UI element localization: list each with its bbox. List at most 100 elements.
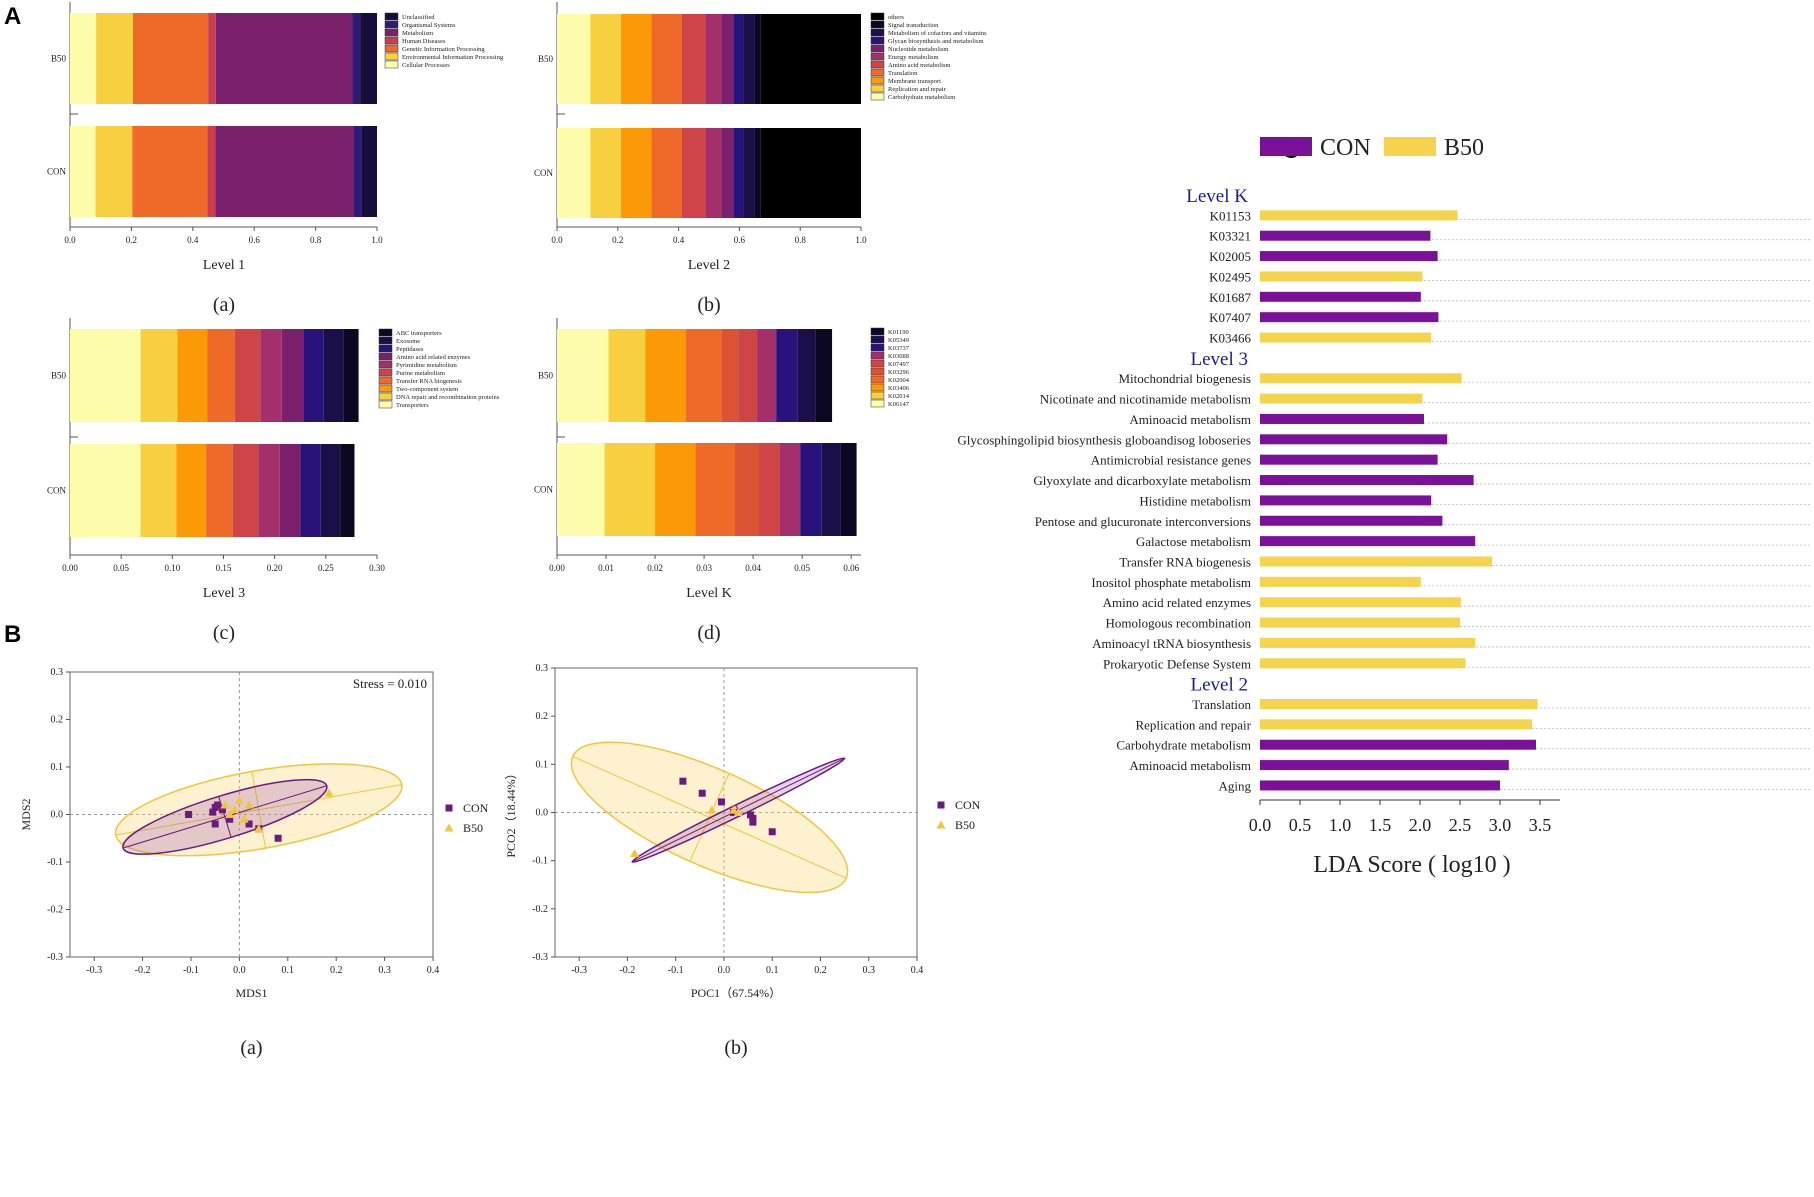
lda-bar-k07407 <box>1260 312 1439 323</box>
bar-segment-b50-energy-metabolism <box>705 14 722 104</box>
bar-segment-b50-organismal-systems <box>352 13 361 104</box>
subpanel-label: (a) <box>240 1037 262 1059</box>
x-tick-label: 0.4 <box>427 965 440 976</box>
x-tick-label: 1.0 <box>855 235 867 245</box>
panel-label-b: B <box>4 621 21 648</box>
x-tick-label: 0.20 <box>267 563 283 573</box>
x-tick-label: -0.1 <box>183 965 199 976</box>
y-tick-label: 0.2 <box>51 715 64 726</box>
legend-swatch <box>870 399 885 408</box>
legend-label: Exosome <box>396 338 420 345</box>
legend-label: Signal transduction <box>888 22 939 29</box>
bar-segment-b50-membrane-transport <box>620 14 652 104</box>
point-con <box>698 789 706 797</box>
bar-segment-b50-k03406 <box>645 329 686 422</box>
legend-swatch <box>384 12 399 21</box>
point-b50 <box>244 800 254 809</box>
bar-segment-b50-k03737 <box>776 329 798 422</box>
legend-label: Carbohydrate metabolism <box>888 94 955 101</box>
x-tick-label: 1.0 <box>1329 815 1352 835</box>
x-tick-label: 0.0 <box>551 235 563 245</box>
lda-bar-homologous-recombination <box>1260 617 1460 628</box>
bar-segment-b50-abc-transporters <box>343 329 359 422</box>
point-b50 <box>733 808 743 816</box>
legend-swatch <box>378 376 393 385</box>
legend-swatch <box>384 36 399 45</box>
legend-label: K07497 <box>888 361 910 368</box>
bar-label: Nicotinate and nicotinamide metabolism <box>1040 392 1251 407</box>
x-tick-label: 2.0 <box>1409 815 1432 835</box>
bar-label: Aminoacid metabolism <box>1129 758 1251 773</box>
x-tick-label: 0.5 <box>1289 815 1312 835</box>
bar-segment-b50-glycan-biosynthesis-and-metabolism <box>733 14 744 104</box>
legend-label: K01190 <box>888 329 909 336</box>
subpanel-label: (c) <box>213 622 235 644</box>
x-tick-label: 0.30 <box>369 563 385 573</box>
x-tick-label: 0.03 <box>696 563 712 573</box>
bar-segment-con-carbohydrate-metabolism <box>557 128 591 218</box>
chart-pcoa-scatter: -0.3 -0.2 -0.1 0.0 0.1 0.2 0.3 0.4 -0.3 -0.2 -0.1 0… <box>504 663 981 1059</box>
bar-label: Inositol phosphate metabolism <box>1091 575 1251 590</box>
point-con <box>274 834 282 842</box>
bar-segment-b50-k02014 <box>608 329 646 422</box>
bar-segment-con-k02004 <box>695 443 735 536</box>
legend-swatch <box>870 60 885 69</box>
legend-label: Membrane transport <box>888 78 941 85</box>
bar-segment-b50-pyrimidine-metabolism <box>260 329 282 422</box>
point-con <box>211 820 219 828</box>
ellipse-minor-axis <box>251 771 267 849</box>
bar-segment-b50-metabolism <box>215 13 353 104</box>
legend-swatch <box>870 44 885 53</box>
point-b50 <box>324 788 334 797</box>
legend-label: Amino acid metabolism <box>888 62 950 69</box>
legend-label: Genetic Information Processing <box>402 46 485 53</box>
legend-label: Transfer RNA biogenesis <box>396 378 462 385</box>
bar-segment-con-k03296 <box>734 443 760 536</box>
bar-label: Carbohydrate metabolism <box>1116 738 1251 753</box>
legend-label: B50 <box>463 821 483 835</box>
legend-swatch <box>384 52 399 61</box>
point-b50 <box>254 824 264 833</box>
lda-bar-k01687 <box>1260 291 1421 302</box>
legend-swatch <box>378 328 393 337</box>
bar-segment-b50-k03296 <box>721 329 739 422</box>
legend-swatch <box>384 44 399 53</box>
bar-segment-con-membrane-transport <box>620 128 652 218</box>
category-label: CON <box>47 167 67 177</box>
bar-label: Amino acid related enzymes <box>1103 595 1251 610</box>
bar-label: Transfer RNA biogenesis <box>1119 554 1251 569</box>
legend-label: B50 <box>1444 135 1484 161</box>
legend-label: Replication and repair <box>888 86 947 93</box>
x-tick-label: 0.0 <box>1249 815 1272 835</box>
lda-bar-k02005 <box>1260 251 1438 262</box>
bar-label: Translation <box>1192 697 1251 712</box>
x-axis-title: POC1（67.54%） <box>691 986 781 1000</box>
x-tick-label: -0.2 <box>619 965 635 976</box>
x-tick-label: 0.8 <box>795 235 807 245</box>
subpanel-label: (d) <box>697 622 720 644</box>
bar-segment-b50-human-diseases <box>208 13 216 104</box>
x-tick-label: 0.05 <box>794 563 810 573</box>
legend-label: Metabolism <box>402 30 433 37</box>
legend-label: Energy metabolism <box>888 54 939 61</box>
bar-segment-b50-signal-transduction <box>754 14 761 104</box>
point-con <box>214 801 222 809</box>
bar-label: Aging <box>1219 778 1252 793</box>
bar-segment-con-metabolism <box>215 126 354 217</box>
group-header: Level K <box>1186 186 1248 207</box>
x-tick-label: 1.5 <box>1369 815 1392 835</box>
x-tick-label: -0.1 <box>668 965 684 976</box>
legend-swatch <box>378 336 393 345</box>
category-label: CON <box>534 485 554 495</box>
bar-segment-con-organismal-systems <box>353 126 362 217</box>
bar-label: Pentose and glucuronate interconversions <box>1035 514 1251 529</box>
bar-segment-b50-k03088 <box>757 329 777 422</box>
bar-segment-con-exosome <box>320 444 341 537</box>
point-con <box>679 777 687 785</box>
x-tick-label: 0.1 <box>766 965 779 976</box>
bar-segment-con-cellular-processes <box>70 126 96 217</box>
bar-segment-con-k03737 <box>800 443 822 536</box>
subpanel-label: (b) <box>724 1037 747 1059</box>
lda-bar-aminoacid-metabolism <box>1260 760 1509 771</box>
bar-segment-b50-amino-acid-related-enzymes <box>281 329 304 422</box>
